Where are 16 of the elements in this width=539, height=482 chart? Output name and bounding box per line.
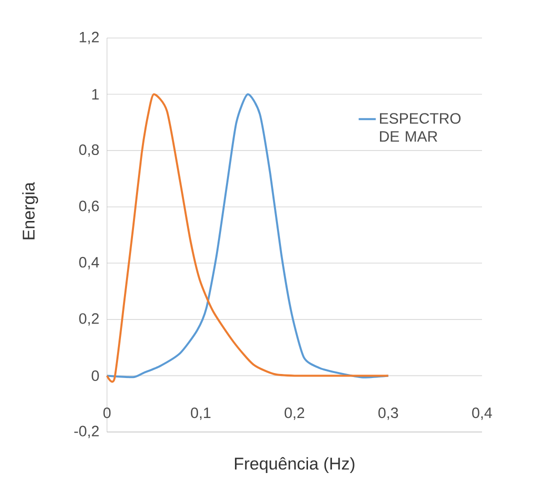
- x-tick-label: 0: [103, 408, 111, 418]
- x-tick-label: 0,2: [284, 408, 304, 420]
- x-axis-title: Frequência (Hz): [234, 457, 354, 474]
- x-tick-label: 0,4: [472, 408, 492, 420]
- y-tick-label: 0,6: [79, 200, 99, 214]
- x-tick-label: 0,3: [378, 408, 398, 420]
- y-tick-label: 0,2: [79, 313, 99, 326]
- y-tick-label: 0,8: [79, 144, 99, 157]
- y-tick-label: 1: [92, 89, 99, 100]
- y-tick-label: -0,2: [74, 426, 99, 438]
- y-tick-label: 1,2: [80, 32, 99, 44]
- y-axis-title: Energia: [22, 182, 38, 240]
- y-tick-label: 0: [92, 370, 99, 382]
- legend-label: ESPECTRO DE MAR: [380, 113, 461, 142]
- y-tick-label: 0,4: [79, 256, 100, 270]
- x-tick-label: 0,1: [190, 408, 210, 420]
